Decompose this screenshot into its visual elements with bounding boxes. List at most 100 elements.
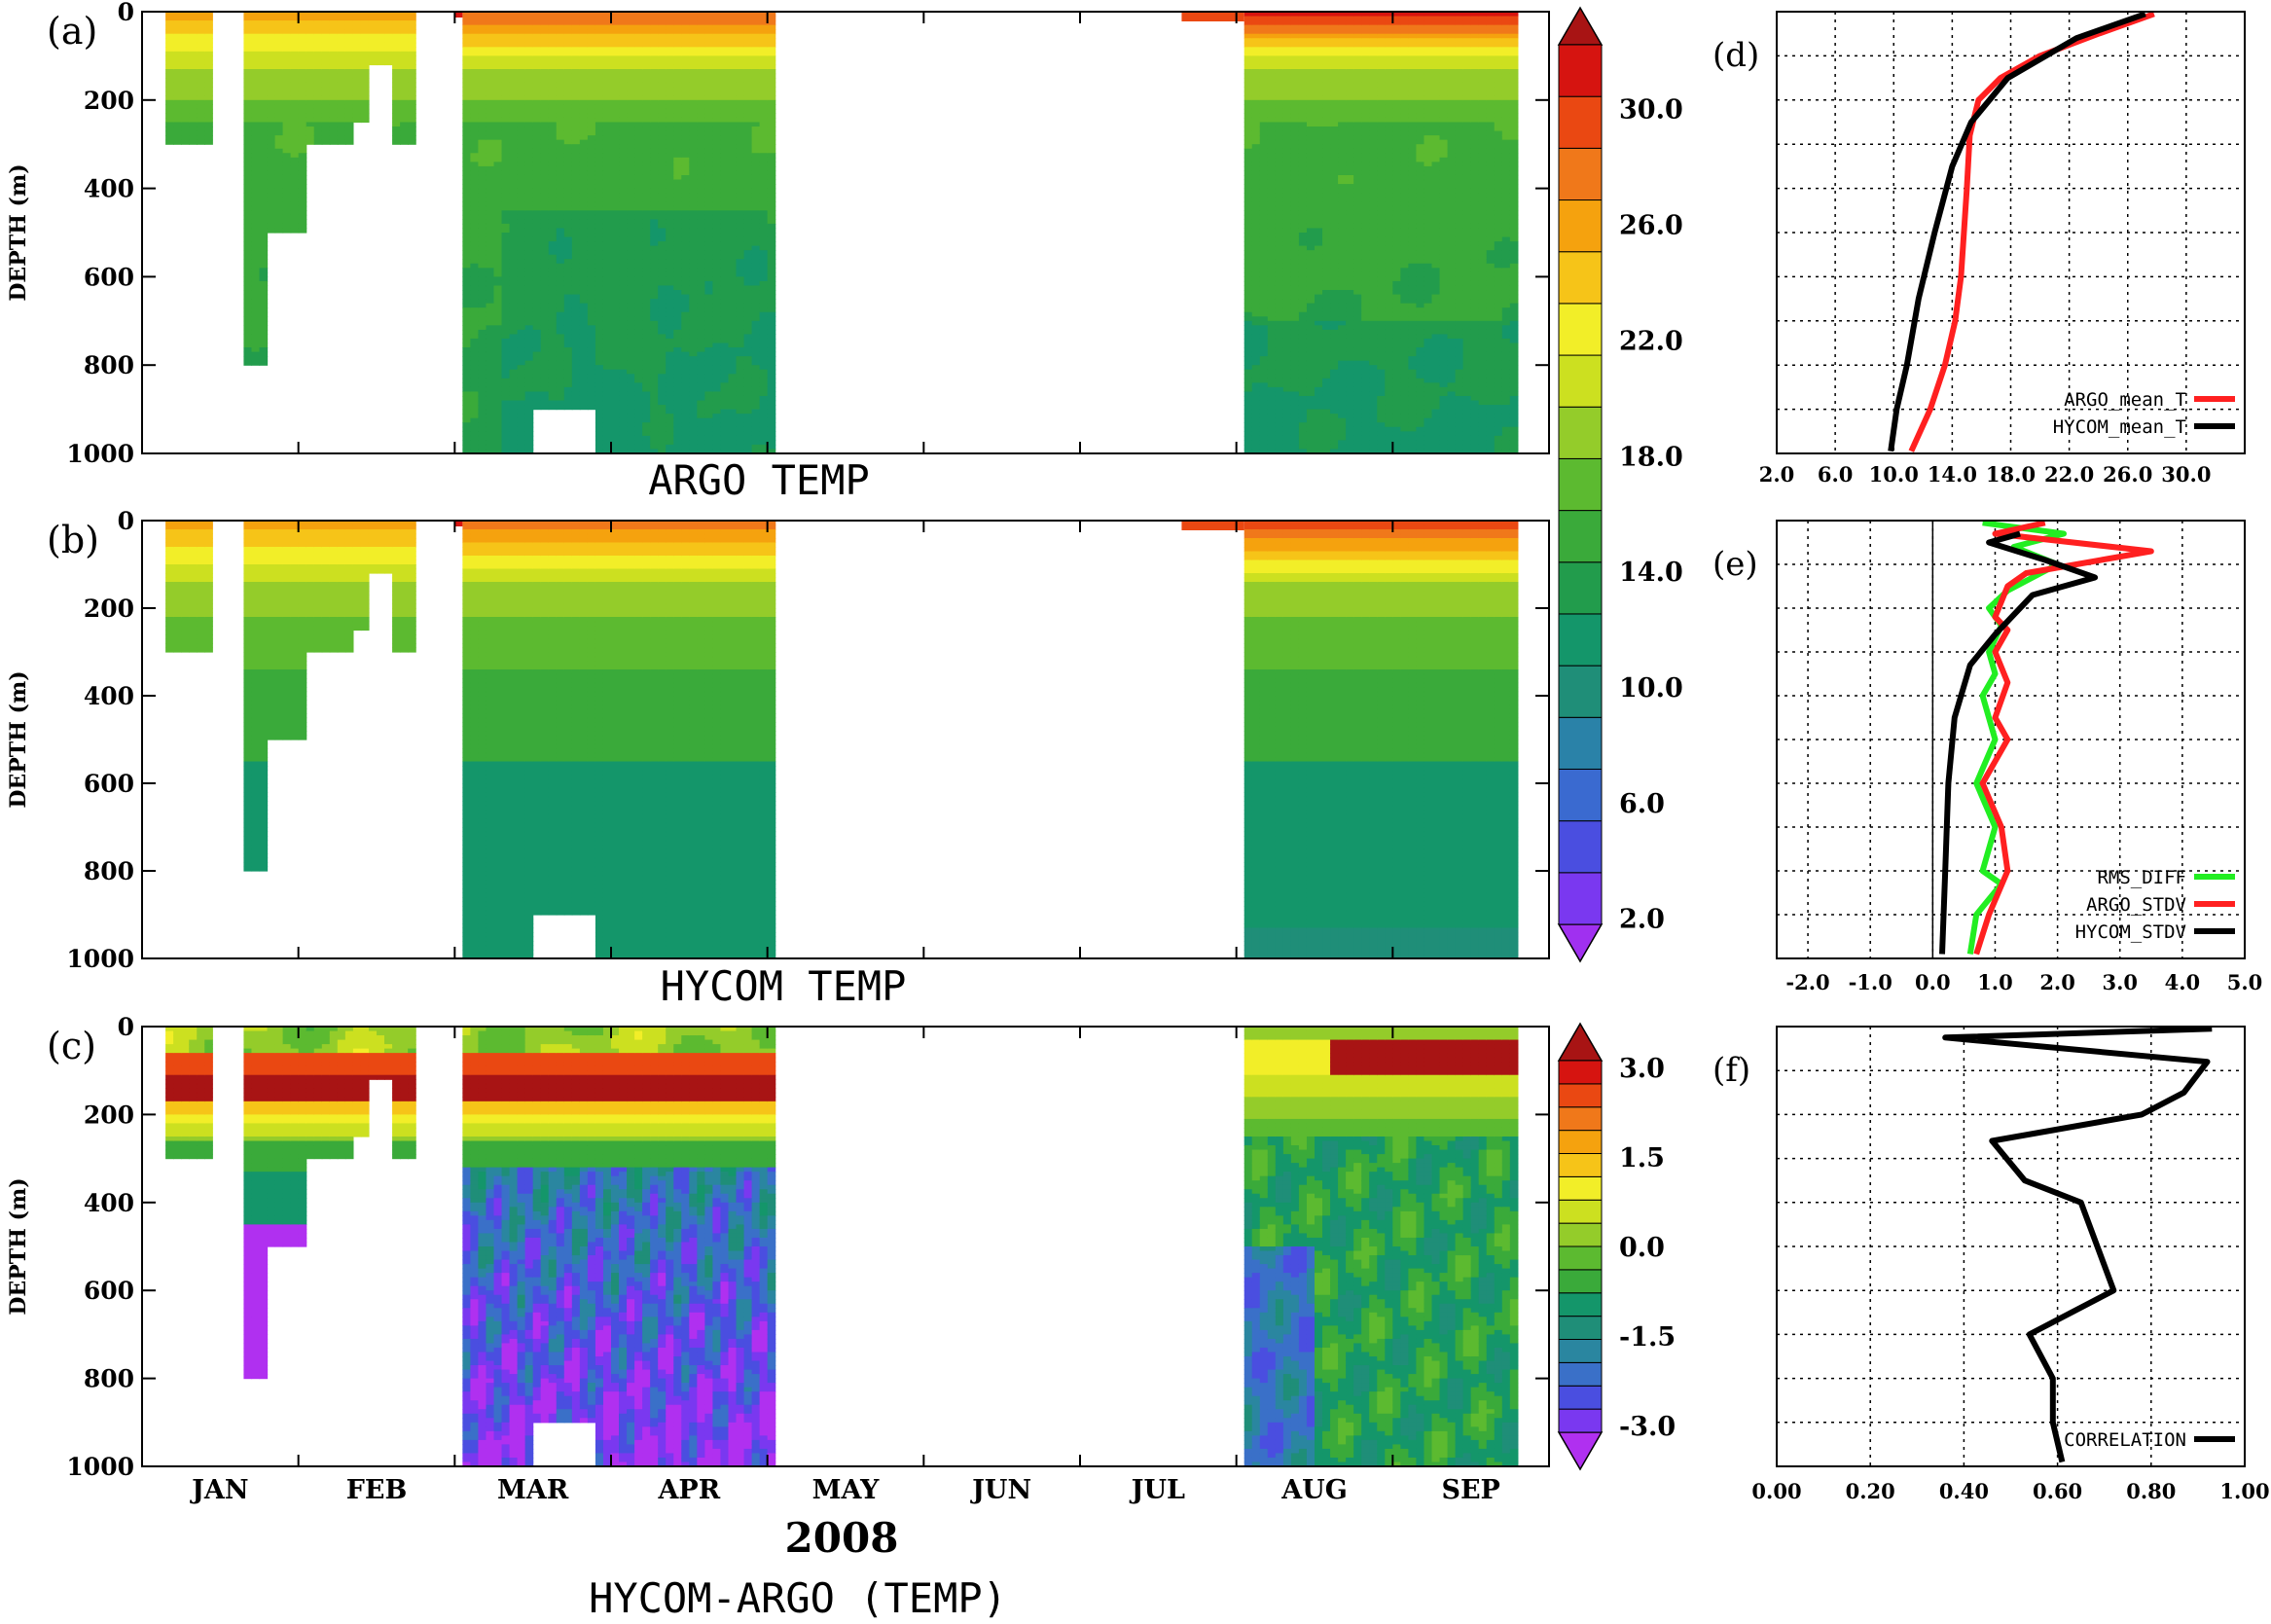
heatmap-cell	[517, 440, 526, 446]
heatmap-cell	[728, 391, 738, 397]
heatmap-cell	[689, 38, 698, 44]
heatmap-cell	[751, 219, 761, 225]
heatmap-cell	[556, 42, 565, 48]
heatmap-cell	[524, 197, 534, 202]
heatmap-cell	[627, 51, 635, 56]
heatmap-cell	[165, 78, 174, 84]
heatmap-cell	[579, 135, 589, 141]
heatmap-cell	[493, 236, 503, 242]
heatmap-cell	[486, 170, 495, 176]
heatmap-cell	[642, 343, 651, 348]
heatmap-cell	[462, 47, 471, 53]
heatmap-cell	[1244, 47, 1253, 53]
heatmap-cell	[611, 144, 620, 150]
heatmap-cell	[540, 329, 550, 336]
heatmap-cell	[634, 99, 643, 105]
heatmap-cell	[595, 405, 604, 411]
heatmap-cell	[556, 263, 565, 269]
heatmap-cell	[313, 20, 323, 26]
heatmap-cell	[243, 188, 253, 194]
heatmap-cell	[470, 90, 480, 96]
heatmap-cell	[501, 108, 511, 115]
heatmap-cell	[251, 351, 261, 357]
heatmap-cell	[173, 24, 182, 30]
heatmap-cell	[478, 201, 487, 207]
heatmap-cell	[736, 197, 745, 202]
heatmap-cell	[486, 440, 495, 446]
heatmap-cell	[408, 59, 416, 66]
heatmap-cell	[274, 64, 284, 70]
heatmap-cell	[689, 165, 698, 172]
heatmap-cell	[697, 95, 705, 101]
heatmap-cell	[666, 236, 674, 242]
heatmap-cell	[728, 95, 738, 101]
heatmap-cell	[501, 184, 511, 190]
heatmap-cell	[517, 126, 526, 132]
heatmap-cell	[486, 233, 495, 238]
heatmap-cell	[697, 148, 705, 154]
heatmap-cell	[642, 157, 651, 162]
heatmap-cell	[642, 299, 651, 305]
heatmap-cell	[462, 113, 471, 119]
heatmap-cell	[282, 55, 292, 61]
heatmap-cell	[650, 426, 659, 432]
heatmap-cell	[540, 214, 550, 220]
heatmap-cell	[759, 174, 769, 181]
heatmap-cell	[274, 179, 284, 185]
heatmap-cell	[759, 382, 769, 388]
heatmap-cell	[720, 395, 730, 402]
heatmap-cell	[478, 311, 487, 317]
heatmap-cell	[540, 87, 550, 92]
heatmap-cell	[267, 210, 276, 216]
heatmap-cell	[509, 219, 519, 225]
heatmap-cell	[306, 59, 315, 66]
heatmap-cell	[532, 130, 542, 136]
heatmap-cell	[509, 374, 519, 379]
heatmap-cell	[579, 280, 589, 287]
heatmap-cell	[462, 338, 471, 344]
heatmap-cell	[470, 104, 480, 110]
heatmap-cell	[728, 268, 738, 273]
heatmap-cell	[478, 409, 487, 415]
heatmap-cell	[587, 165, 596, 172]
heatmap-cell	[587, 87, 596, 92]
heatmap-cell	[759, 299, 769, 305]
heatmap-cell	[344, 20, 354, 26]
heatmap-cell	[548, 64, 558, 70]
heatmap-cell	[532, 250, 542, 256]
heatmap-cell	[728, 29, 738, 35]
heatmap-cell	[1244, 122, 1253, 127]
heatmap-cell	[360, 99, 370, 105]
heatmap-cell	[736, 90, 745, 96]
heatmap-cell	[736, 233, 745, 238]
heatmap-cell	[658, 64, 667, 70]
heatmap-cell	[470, 228, 480, 234]
heatmap-cell	[267, 24, 276, 30]
heatmap-cell	[524, 343, 534, 348]
heatmap-cell	[650, 184, 659, 190]
heatmap-cell	[377, 24, 385, 30]
heatmap-cell	[728, 414, 738, 419]
heatmap-cell	[689, 280, 698, 287]
heatmap-cell	[720, 188, 730, 194]
heatmap-cell	[658, 162, 667, 167]
heatmap-cell	[602, 263, 612, 269]
heatmap-cell	[611, 307, 620, 313]
heatmap-cell	[673, 174, 682, 181]
heatmap-cell	[524, 193, 534, 198]
heatmap-cell	[259, 33, 269, 39]
heatmap-cell	[408, 130, 416, 136]
heatmap-cell	[532, 33, 542, 39]
heatmap-cell	[728, 87, 738, 92]
heatmap-cell	[712, 343, 722, 348]
heatmap-cell	[689, 360, 698, 366]
heatmap-cell	[501, 320, 511, 326]
heatmap-cell	[478, 148, 487, 154]
heatmap-cell	[666, 395, 674, 402]
heatmap-cell	[658, 73, 667, 79]
heatmap-cell	[704, 241, 714, 247]
heatmap-cell	[243, 214, 253, 220]
heatmap-cell	[267, 47, 276, 53]
heatmap-cell	[571, 51, 581, 56]
heatmap-cell	[697, 108, 705, 115]
